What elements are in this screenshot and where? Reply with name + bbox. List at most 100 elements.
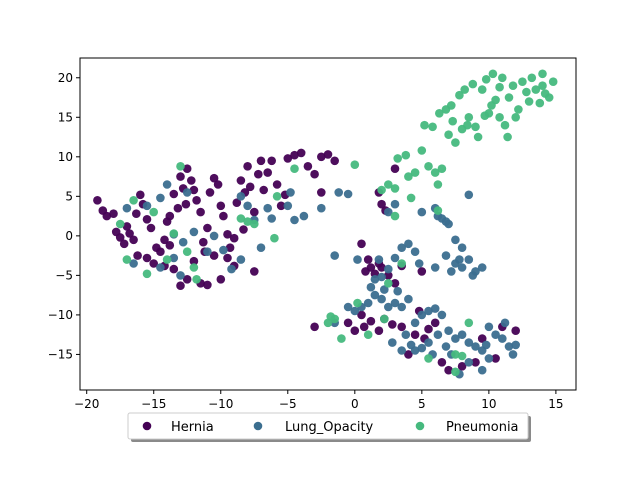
legend-marker (253, 421, 263, 431)
scatter-point (451, 138, 460, 147)
scatter-point (444, 130, 453, 139)
scatter-point (548, 77, 558, 86)
series-lung-opacity (122, 180, 520, 379)
scatter-point (181, 199, 191, 209)
scatter-point (488, 69, 498, 79)
scatter-point (243, 201, 252, 211)
scatter-point (448, 116, 458, 126)
scatter-point (146, 223, 156, 233)
scatter-point (310, 322, 319, 332)
scatter-point (451, 350, 460, 359)
scatter-point (330, 251, 340, 260)
scatter-point (444, 326, 453, 336)
scatter-point (531, 85, 541, 94)
scatter-point (404, 294, 413, 304)
scatter-point (430, 318, 440, 328)
scatter-point (491, 330, 500, 340)
scatter-point (457, 263, 467, 272)
scatter-point (350, 306, 360, 316)
scatter-point (142, 269, 152, 279)
scatter-point (182, 247, 192, 256)
scatter-point (377, 199, 386, 209)
scatter-point (514, 105, 523, 114)
scatter-point (380, 285, 389, 294)
scatter-point (464, 113, 474, 122)
scatter-point (216, 275, 226, 284)
scatter-point (370, 290, 380, 300)
scatter-point (176, 172, 185, 181)
scatter-point (227, 264, 236, 274)
scatter-point (384, 264, 393, 274)
scatter-point (380, 314, 389, 324)
scatter-point (484, 354, 494, 363)
scatter-point (374, 326, 384, 336)
scatter-point (430, 168, 440, 177)
scatter-point (544, 93, 554, 102)
scatter-point (129, 259, 138, 268)
scatter-point (451, 334, 460, 343)
scatter-point (317, 188, 326, 197)
scatter-point (122, 222, 132, 231)
plot-frame (79, 57, 577, 391)
scatter-point (272, 192, 282, 201)
scatter-point (401, 150, 411, 160)
scatter-point (276, 201, 286, 211)
scatter-point (169, 189, 179, 199)
scatter-point (437, 310, 447, 320)
scatter-point (390, 279, 400, 288)
scatter-point (102, 211, 112, 221)
scatter-point (444, 219, 453, 229)
scatter-point (250, 219, 259, 229)
scatter-point (508, 81, 518, 90)
scatter-point (176, 271, 185, 280)
scatter-point (286, 188, 295, 197)
scatter-point (182, 164, 192, 173)
x-tick-label: 10 (481, 397, 496, 411)
scatter-point (457, 362, 467, 371)
scatter-point (397, 243, 407, 252)
scatter-point (377, 185, 386, 195)
scatter-point (236, 255, 246, 264)
scatter-point (377, 294, 386, 304)
scatter-point (350, 326, 360, 336)
scatter-point (299, 211, 309, 221)
scatter-point (357, 239, 366, 249)
scatter-point (455, 90, 464, 100)
scatter-point (366, 263, 376, 272)
scatter-point (417, 310, 427, 320)
scatter-point (203, 247, 212, 256)
series-pneumonia (115, 69, 558, 377)
scatter-point (397, 346, 407, 355)
x-tick-label: −20 (74, 397, 99, 411)
y-tick-label: −5 (55, 268, 73, 282)
scatter-point (404, 239, 413, 249)
scatter-point (256, 243, 266, 252)
scatter-point (538, 81, 547, 90)
scatter-point (243, 162, 252, 171)
scatter-point (417, 146, 427, 155)
scatter-point (209, 173, 219, 183)
scatter-point (236, 176, 246, 185)
scatter-point (473, 132, 483, 142)
scatter-point (495, 82, 504, 92)
scatter-point (390, 199, 400, 209)
x-tick-label: 15 (548, 397, 563, 411)
scatter-point (267, 214, 277, 223)
scatter-point (511, 326, 520, 336)
scatter-point (417, 267, 427, 276)
scatter-point (430, 304, 440, 313)
scatter-point (245, 182, 255, 192)
scatter-point (522, 87, 531, 97)
scatter-point (178, 237, 188, 247)
legend: Hernia Lung_Opacity Pneumonia (127, 412, 531, 442)
axes: −20 −15 −10 −5 0 5 10 15 −15 −10 −5 0 5 10 15 20 (48, 57, 577, 411)
scatter-point (468, 79, 478, 89)
scatter-point (390, 253, 400, 263)
scatter-point (527, 73, 537, 83)
scatter-point (203, 280, 212, 290)
scatter-point (491, 354, 500, 363)
scatter-point (182, 188, 192, 197)
points-layer (93, 69, 558, 379)
scatter-point (149, 207, 158, 217)
